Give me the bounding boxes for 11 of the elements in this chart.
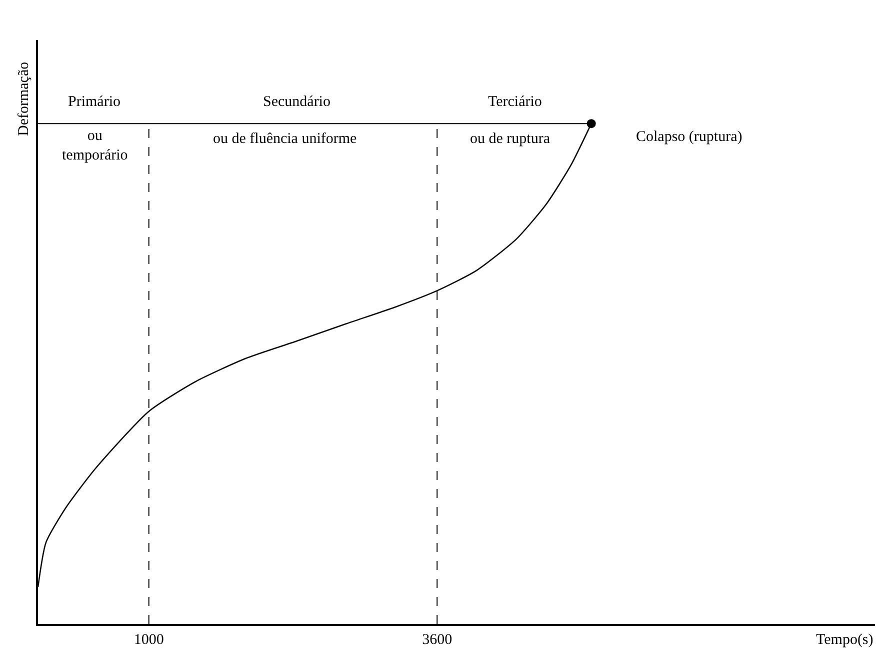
annotation: ou de fluência uniforme xyxy=(213,131,358,147)
y-axis-title: Deformação xyxy=(16,62,32,136)
x-tick-label: 3600 xyxy=(422,632,452,648)
annotation: Colapso (ruptura) xyxy=(636,129,742,145)
text: Terciário xyxy=(488,94,542,110)
text: Primário xyxy=(68,94,120,110)
annotation: ou temporário xyxy=(62,128,128,164)
annotation: ou de ruptura xyxy=(470,131,550,147)
text: Secundário xyxy=(263,94,330,110)
x-axis-title: Tempo(s) xyxy=(816,632,874,648)
x-tick-label: 1000 xyxy=(134,632,164,648)
